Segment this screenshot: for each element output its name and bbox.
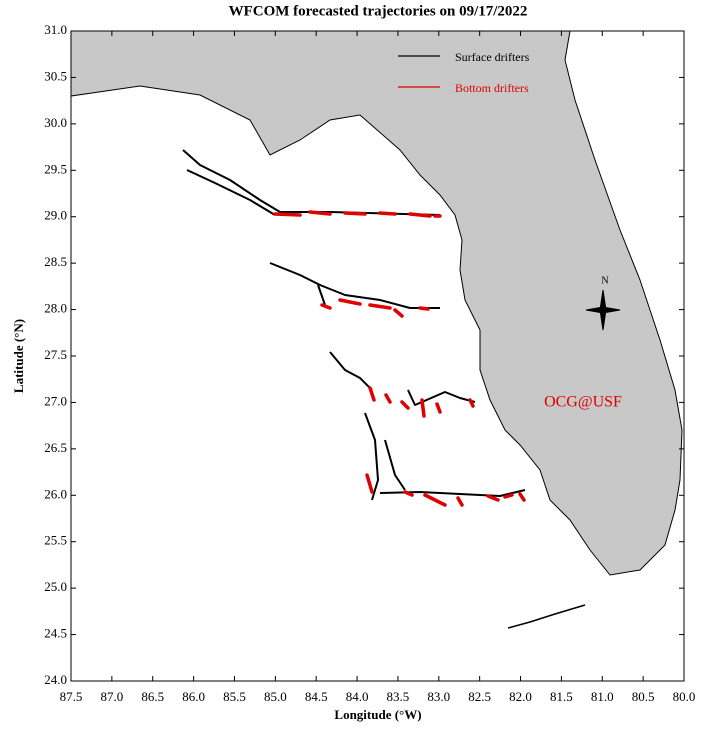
y-tick-label: 26.0 [44, 486, 67, 501]
compass-label: N [601, 275, 608, 286]
x-tick-label: 87.0 [100, 689, 123, 704]
x-tick-label: 80.5 [632, 689, 655, 704]
x-tick-label: 81.5 [550, 689, 573, 704]
annotation: OCG@USF [544, 394, 622, 411]
x-tick-label: 81.0 [591, 689, 614, 704]
x-axis-label: Longitude (°W) [334, 707, 421, 722]
y-tick-label: 27.0 [44, 393, 67, 408]
legend-label: Surface drifters [455, 50, 530, 64]
x-tick-label: 86.5 [141, 689, 164, 704]
x-tick-label: 82.0 [509, 689, 532, 704]
x-tick-label: 83.0 [427, 689, 450, 704]
legend-label: Bottom drifters [455, 81, 529, 95]
y-tick-label: 24.5 [44, 626, 67, 641]
compass [585, 289, 621, 331]
y-tick-label: 25.5 [44, 533, 67, 548]
x-tick-label: 84.5 [305, 689, 328, 704]
y-tick-label: 31.0 [44, 22, 67, 37]
y-tick-label: 26.5 [44, 440, 67, 455]
y-tick-label: 30.0 [44, 115, 67, 130]
y-tick-label: 25.0 [44, 579, 67, 594]
y-tick-label: 27.5 [44, 347, 67, 362]
x-tick-label: 85.0 [264, 689, 287, 704]
title: WFCOM forecasted trajectories on 09/17/2… [229, 3, 528, 19]
x-tick-label: 80.0 [673, 689, 696, 704]
y-axis-label: Latitude (°N) [11, 319, 26, 393]
x-tick-label: 87.5 [60, 689, 83, 704]
y-tick-label: 28.0 [44, 301, 67, 316]
x-tick-label: 84.0 [346, 689, 369, 704]
keys [507, 604, 586, 629]
y-tick-label: 24.0 [44, 672, 67, 687]
bottom-trajectories [273, 210, 526, 507]
y-tick-label: 29.0 [44, 208, 67, 223]
y-tick-label: 30.5 [44, 68, 67, 83]
x-tick-label: 86.0 [182, 689, 205, 704]
y-tick-label: 28.5 [44, 254, 67, 269]
land [70, 30, 683, 576]
y-tick-label: 29.5 [44, 161, 67, 176]
x-tick-label: 82.5 [468, 689, 491, 704]
x-tick-label: 83.5 [387, 689, 410, 704]
x-tick-label: 85.5 [223, 689, 246, 704]
